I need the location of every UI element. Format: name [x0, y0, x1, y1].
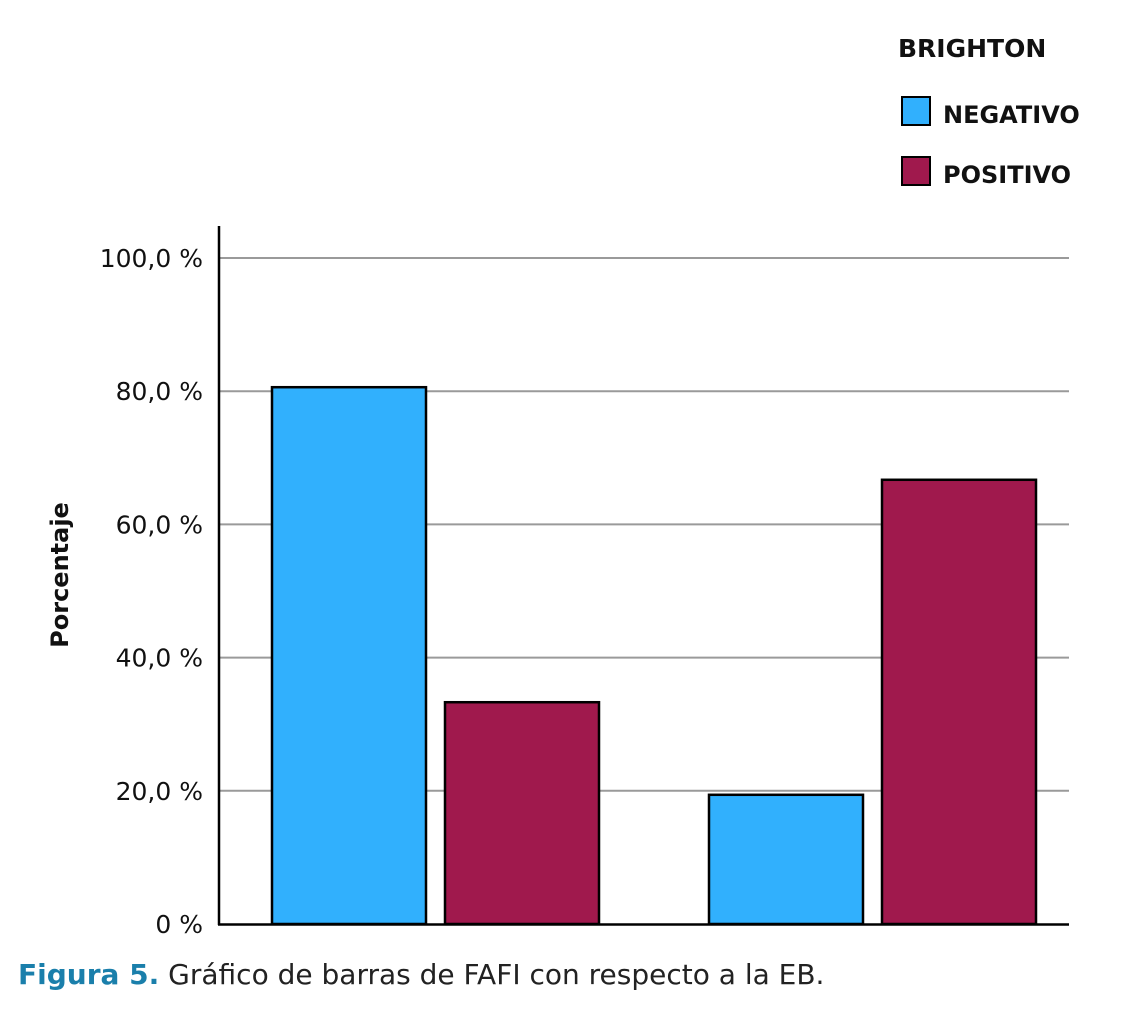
bars: [270, 385, 1038, 926]
y-tick-label: 40,0 %: [116, 644, 203, 673]
y-tick-labels: 0 % 20,0 % 40,0 % 60,0 % 80,0 % 100,0 %: [100, 244, 203, 939]
y-tick-label: 60,0 %: [116, 510, 203, 539]
bar-negativo-2: [707, 793, 865, 926]
y-tick-label: 100,0 %: [100, 244, 203, 273]
legend: BRIGHTON NEGATIVO POSITIVO: [898, 34, 1080, 189]
bar-positivo-2: [880, 478, 1038, 926]
y-axis-label: Porcentaje: [46, 502, 74, 648]
legend-swatch-positivo: [901, 156, 931, 186]
y-tick-label: 0 %: [155, 910, 203, 939]
bar-positivo-1: [443, 700, 601, 926]
legend-title: BRIGHTON: [898, 34, 1046, 63]
legend-label-negativo: NEGATIVO: [943, 101, 1080, 129]
y-tick-label: 20,0 %: [116, 777, 203, 806]
y-tick-label: 80,0 %: [116, 377, 203, 406]
caption-text: Gráfico de barras de FAFI con respecto a…: [159, 958, 825, 991]
caption-label: Figura 5.: [18, 958, 160, 991]
figure-caption: Figura 5. Gráfico de barras de FAFI con …: [18, 958, 824, 991]
legend-swatch-negativo: [901, 96, 931, 126]
bar-negativo-1: [270, 385, 428, 926]
legend-label-positivo: POSITIVO: [943, 161, 1071, 189]
